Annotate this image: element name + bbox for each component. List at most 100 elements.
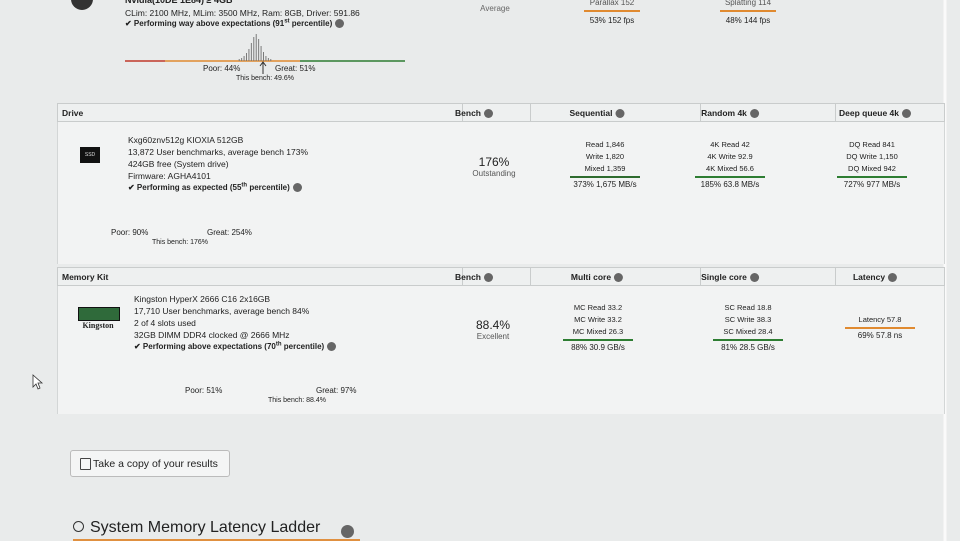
status-prefix: ✔ Performing way above expectations (91 [125, 19, 285, 28]
help-icon [615, 109, 625, 118]
histogram-bar [270, 59, 272, 61]
great-label: Great: 97% [316, 386, 357, 395]
histogram-bar [260, 46, 262, 61]
great-label: Great: 51% [275, 64, 316, 73]
histogram-bar [263, 52, 264, 61]
column-score: 185% 63.8 MB/s [700, 180, 760, 189]
histogram-bar [243, 56, 245, 61]
component-name: Kxg60znv512g KIOXIA 512GB [128, 135, 244, 145]
column-underline [713, 339, 783, 341]
help-icon [341, 525, 354, 538]
column-line: 4K Write 92.9 [707, 152, 753, 161]
status: ✔ Performing way above expectations (91s… [125, 18, 345, 29]
column-line: SC Mixed 28.4 [723, 327, 773, 336]
column-underline [845, 327, 915, 329]
column-line: 4K Read 42 [710, 140, 750, 149]
status-sup: th [241, 182, 248, 189]
bench-rating: Average [480, 4, 510, 13]
copy-icon [80, 458, 91, 470]
help-icon [483, 109, 493, 118]
component-info: 32GB DIMM DDR4 clocked @ 2666 MHz [134, 330, 290, 340]
help-icon [335, 19, 345, 28]
column-line: DQ Write 1,150 [846, 152, 898, 161]
column-line: Write 1,820 [585, 152, 625, 161]
column-underline [570, 176, 640, 178]
column-line: MC Write 33.2 [574, 315, 622, 324]
histogram-bar [238, 59, 240, 61]
header-cell: Memory Kit [62, 272, 109, 282]
metric-underline [720, 10, 776, 12]
status-suffix: percentile) [247, 183, 290, 192]
help-icon [614, 273, 624, 282]
status: ✔ Performing as expected (55th percentil… [128, 182, 302, 193]
header-divider [530, 268, 531, 285]
help-icon [888, 273, 898, 282]
column-line: SC Write 38.3 [724, 315, 772, 324]
this-bench-label: This bench: 88.4% [268, 397, 326, 404]
bench-rating: Excellent [476, 332, 510, 341]
module-icon [78, 307, 120, 321]
header-cell: Deep queue 4k [839, 108, 911, 118]
poor-label: Poor: 44% [203, 64, 241, 73]
metric-label: Splatting 114 [724, 0, 772, 7]
memory-panel [57, 286, 945, 414]
column-score: 88% 30.9 GB/s [571, 343, 625, 352]
column-line: Read 1,846 [585, 140, 625, 149]
ssd-icon: SSD [80, 147, 100, 163]
column-line: DQ Read 841 [849, 140, 895, 149]
bench-arrow [259, 61, 267, 74]
header-cell: Latency [853, 272, 898, 282]
histogram-bar [267, 58, 269, 61]
histogram-bar [246, 53, 247, 61]
gpu-name: Nvidia(10DE 1E84) ≥ 4GB [125, 0, 233, 5]
column-line: MC Read 33.2 [573, 303, 623, 312]
button-label: Take a copy of your results [93, 458, 218, 470]
column-line: 4K Mixed 56.6 [706, 164, 754, 173]
header-cell: Sequential [570, 108, 625, 118]
histogram-bar [241, 58, 243, 61]
column-score: 727% 977 MB/s [843, 180, 901, 189]
component-name: Kingston HyperX 2666 C16 2x16GB [134, 294, 271, 304]
column-score: 69% 57.8 ns [857, 331, 903, 340]
column-line: MC Mixed 26.3 [572, 327, 624, 336]
ladder-title: System Memory Latency Ladder [90, 519, 321, 536]
status-sup: th [275, 341, 282, 348]
header-divider [835, 104, 836, 121]
drive-panel [57, 122, 945, 264]
cursor [32, 374, 44, 390]
status-suffix: percentile) [289, 19, 333, 28]
great-label: Great: 254% [207, 228, 252, 237]
column-score: 373% 1,675 MB/s [573, 180, 637, 189]
histogram-bar [250, 43, 252, 61]
column-underline [563, 339, 633, 341]
component-info: 424GB free (System drive) [128, 159, 229, 169]
help-icon [749, 109, 759, 118]
histogram-bar [258, 39, 260, 61]
column-line: SC Read 18.8 [724, 303, 772, 312]
drive-header [57, 103, 945, 122]
bench-rating: Outstanding [472, 169, 516, 178]
help-icon [902, 109, 911, 118]
column-score: 81% 28.5 GB/s [721, 343, 775, 352]
status-suffix: percentile) [281, 342, 325, 351]
histogram-bar [255, 34, 257, 61]
header-cell: Random 4k [701, 108, 759, 118]
column-underline [695, 176, 765, 178]
header-cell: Multi core [571, 272, 624, 282]
this-bench-label: This bench: 176% [152, 239, 209, 246]
column-underline [837, 176, 907, 178]
this-bench-label: This bench: 49.6% [236, 75, 294, 82]
header-cell: Bench [455, 272, 493, 282]
header-divider [700, 268, 701, 285]
copy-button[interactable]: Take a copy of your results [70, 450, 230, 477]
component-info: 13,872 User benchmarks, average bench 17… [128, 147, 309, 157]
gpu-specs: CLim: 2100 MHz, MLim: 3500 MHz, Ram: 8GB… [125, 8, 360, 18]
help-icon [749, 273, 759, 282]
component-info: Firmware: AGHA4101 [128, 171, 211, 181]
status: ✔ Performing above expectations (70th pe… [134, 341, 337, 352]
title-underline [73, 539, 360, 541]
histogram-bar [248, 49, 250, 61]
status-prefix: ✔ Performing above expectations (70 [134, 342, 276, 351]
histogram-bar [265, 56, 267, 61]
